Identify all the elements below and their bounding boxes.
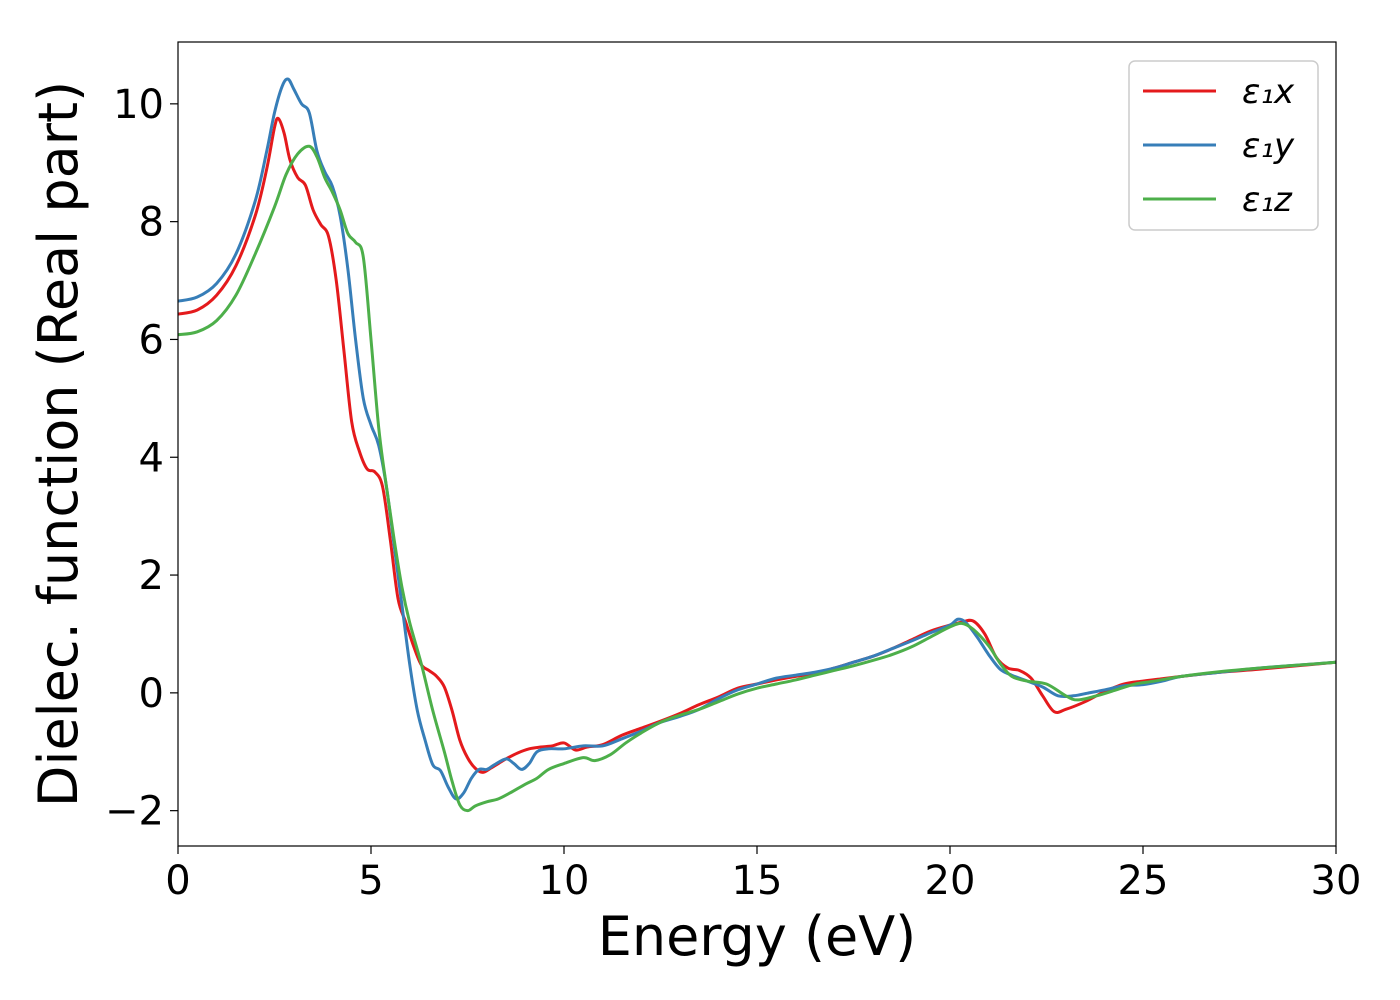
legend-frame xyxy=(1128,60,1319,231)
y-tick-label: 8 xyxy=(139,200,164,246)
y-axis-title: Dielec. function (Real part) xyxy=(27,81,90,807)
y-tick-label: 6 xyxy=(139,317,164,363)
x-tick-label: 30 xyxy=(1311,858,1362,904)
legend-label: ε₁y xyxy=(1242,126,1295,166)
legend: ε₁x ε₁y ε₁z xyxy=(1128,60,1319,231)
y-tick-label: 2 xyxy=(139,553,164,599)
legend-label: ε₁z xyxy=(1242,180,1293,220)
legend-label: ε₁x xyxy=(1242,72,1295,112)
y-tick-label: −2 xyxy=(105,789,164,835)
x-tick-label: 10 xyxy=(539,858,590,904)
series-line-e1z xyxy=(178,144,1336,813)
series-layer xyxy=(178,77,1336,813)
x-tick-label: 25 xyxy=(1118,858,1169,904)
x-axis: 0 5 10 15 20 25 30 xyxy=(165,846,1361,904)
x-tick-label: 20 xyxy=(925,858,976,904)
y-tick-label: 4 xyxy=(139,435,164,481)
x-tick-label: 5 xyxy=(358,858,383,904)
y-tick-label: 10 xyxy=(113,82,164,128)
y-axis: −2 0 2 4 6 8 10 xyxy=(105,82,178,835)
x-tick-label: 0 xyxy=(165,858,190,904)
series-line-e1x xyxy=(178,116,1336,774)
y-tick-label: 0 xyxy=(139,671,164,717)
x-tick-label: 15 xyxy=(732,858,783,904)
x-axis-title: Energy (eV) xyxy=(598,905,917,968)
